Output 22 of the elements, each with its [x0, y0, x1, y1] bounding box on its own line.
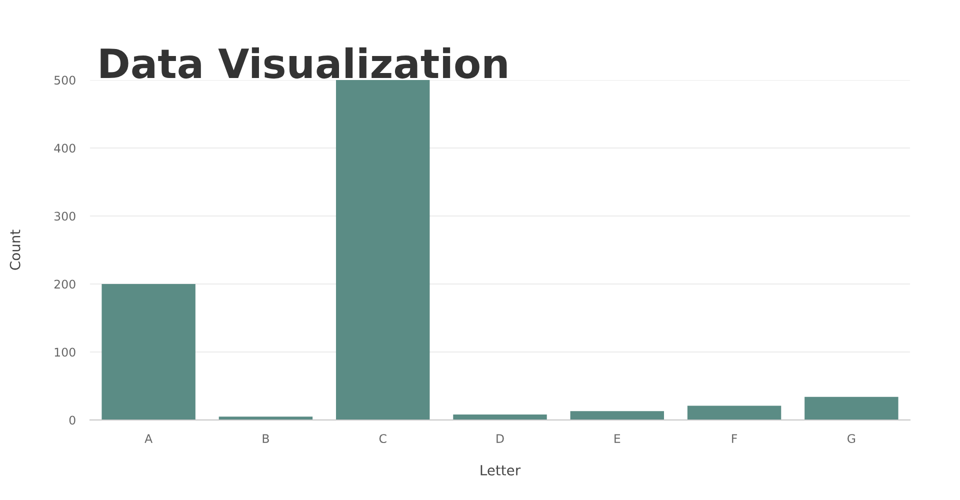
bar — [102, 284, 196, 420]
y-tick-label: 500 — [54, 76, 76, 85]
x-tick-label: A — [144, 434, 153, 443]
y-tick-label: 200 — [54, 280, 76, 289]
x-tick-label: E — [614, 434, 620, 443]
x-tick-label: G — [848, 434, 856, 444]
y-tick-label: 300 — [54, 212, 76, 221]
bar — [804, 396, 898, 420]
chart-title: Data Visualization — [100, 47, 507, 79]
x-axis-title: Letter — [480, 465, 521, 476]
y-tick-label: 0 — [69, 416, 76, 425]
y-axis-title: Count — [10, 230, 20, 270]
x-tick-label: D — [496, 434, 504, 443]
bar — [336, 80, 430, 420]
x-tick-label: F — [732, 434, 737, 443]
y-tick-label: 100 — [54, 348, 76, 357]
x-tick-label: C — [379, 434, 386, 444]
y-tick-label: 400 — [54, 144, 76, 153]
bar — [453, 414, 547, 420]
bar — [570, 411, 664, 420]
x-tick-label: B — [262, 434, 269, 443]
bar — [687, 406, 782, 420]
